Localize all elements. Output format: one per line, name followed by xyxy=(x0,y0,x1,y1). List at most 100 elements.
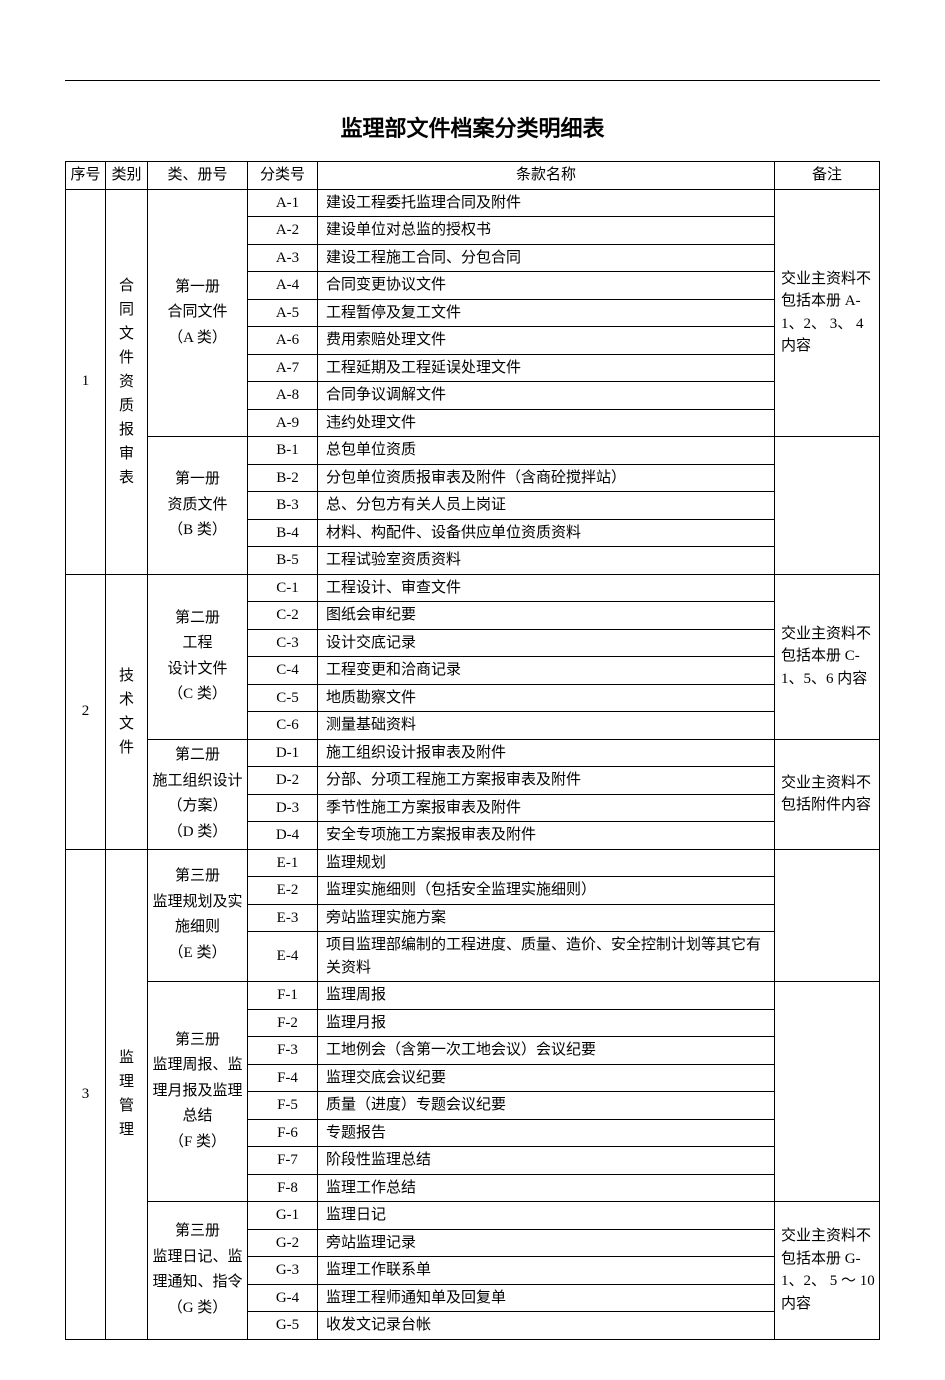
item-name-cell: 专题报告 xyxy=(318,1119,775,1147)
item-name-cell: 建设单位对总监的授权书 xyxy=(318,217,775,245)
code-cell: B-1 xyxy=(248,437,318,465)
code-cell: A-7 xyxy=(248,354,318,382)
code-cell: D-2 xyxy=(248,767,318,795)
item-name-cell: 项目监理部编制的工程进度、质量、造价、安全控制计划等其它有关资料 xyxy=(318,932,775,982)
volume-cell: 第三册监理日记、监理通知、指令（G 类） xyxy=(148,1202,248,1340)
item-name-cell: 工程暂停及复工文件 xyxy=(318,299,775,327)
item-name-cell: 建设工程委托监理合同及附件 xyxy=(318,189,775,217)
category-cell: 合同文件资质报审表 xyxy=(106,189,148,574)
item-name-cell: 工程设计、审查文件 xyxy=(318,574,775,602)
header-volume: 类、册号 xyxy=(148,162,248,190)
item-name-cell: 收发文记录台帐 xyxy=(318,1312,775,1340)
item-name-cell: 设计交底记录 xyxy=(318,629,775,657)
code-cell: D-1 xyxy=(248,739,318,767)
code-cell: C-2 xyxy=(248,602,318,630)
header-note: 备注 xyxy=(775,162,880,190)
code-cell: A-2 xyxy=(248,217,318,245)
volume-cell: 第三册监理规划及实施细则（E 类） xyxy=(148,849,248,982)
code-cell: A-6 xyxy=(248,327,318,355)
table-row: 2技术文件第二册工程设计文件（C 类）C-1工程设计、审查文件交业主资料不包括本… xyxy=(66,574,880,602)
item-name-cell: 测量基础资料 xyxy=(318,712,775,740)
item-name-cell: 工地例会（含第一次工地会议）会议纪要 xyxy=(318,1037,775,1065)
item-name-cell: 监理交底会议纪要 xyxy=(318,1064,775,1092)
volume-cell: 第一册合同文件（A 类） xyxy=(148,189,248,437)
item-name-cell: 合同争议调解文件 xyxy=(318,382,775,410)
code-cell: G-5 xyxy=(248,1312,318,1340)
item-name-cell: 旁站监理实施方案 xyxy=(318,904,775,932)
code-cell: B-3 xyxy=(248,492,318,520)
volume-cell: 第三册监理周报、监理月报及监理总结（F 类） xyxy=(148,982,248,1202)
code-cell: A-5 xyxy=(248,299,318,327)
header-name: 条款名称 xyxy=(318,162,775,190)
code-cell: F-3 xyxy=(248,1037,318,1065)
item-name-cell: 监理周报 xyxy=(318,982,775,1010)
code-cell: F-8 xyxy=(248,1174,318,1202)
category-cell: 技术文件 xyxy=(106,574,148,849)
header-category: 类别 xyxy=(106,162,148,190)
code-cell: G-2 xyxy=(248,1229,318,1257)
code-cell: A-3 xyxy=(248,244,318,272)
table-row: 第三册监理周报、监理月报及监理总结（F 类）F-1监理周报 xyxy=(66,982,880,1010)
note-cell: 交业主资料不包括附件内容 xyxy=(775,739,880,849)
code-cell: F-5 xyxy=(248,1092,318,1120)
item-name-cell: 阶段性监理总结 xyxy=(318,1147,775,1175)
code-cell: G-4 xyxy=(248,1284,318,1312)
item-name-cell: 分部、分项工程施工方案报审表及附件 xyxy=(318,767,775,795)
note-cell xyxy=(775,849,880,982)
item-name-cell: 合同变更协议文件 xyxy=(318,272,775,300)
code-cell: F-6 xyxy=(248,1119,318,1147)
code-cell: G-3 xyxy=(248,1257,318,1285)
item-name-cell: 总、分包方有关人员上岗证 xyxy=(318,492,775,520)
item-name-cell: 工程延期及工程延误处理文件 xyxy=(318,354,775,382)
item-name-cell: 监理工作联系单 xyxy=(318,1257,775,1285)
item-name-cell: 违约处理文件 xyxy=(318,409,775,437)
item-name-cell: 旁站监理记录 xyxy=(318,1229,775,1257)
item-name-cell: 监理日记 xyxy=(318,1202,775,1230)
item-name-cell: 建设工程施工合同、分包合同 xyxy=(318,244,775,272)
note-cell xyxy=(775,437,880,575)
code-cell: E-4 xyxy=(248,932,318,982)
code-cell: B-2 xyxy=(248,464,318,492)
seq-cell: 3 xyxy=(66,849,106,1339)
item-name-cell: 工程试验室资质资料 xyxy=(318,547,775,575)
code-cell: A-1 xyxy=(248,189,318,217)
item-name-cell: 质量（进度）专题会议纪要 xyxy=(318,1092,775,1120)
item-name-cell: 图纸会审纪要 xyxy=(318,602,775,630)
item-name-cell: 工程变更和洽商记录 xyxy=(318,657,775,685)
volume-cell: 第一册资质文件（B 类） xyxy=(148,437,248,575)
item-name-cell: 材料、构配件、设备供应单位资质资料 xyxy=(318,519,775,547)
item-name-cell: 监理工程师通知单及回复单 xyxy=(318,1284,775,1312)
item-name-cell: 分包单位资质报审表及附件（含商砼搅拌站） xyxy=(318,464,775,492)
code-cell: C-5 xyxy=(248,684,318,712)
item-name-cell: 监理实施细则（包括安全监理实施细则） xyxy=(318,877,775,905)
code-cell: C-3 xyxy=(248,629,318,657)
volume-cell: 第二册施工组织设计（方案）（D 类） xyxy=(148,739,248,849)
code-cell: F-7 xyxy=(248,1147,318,1175)
code-cell: B-4 xyxy=(248,519,318,547)
note-cell: 交业主资料不包括本册 A-1、2、 3、 4内容 xyxy=(775,189,880,437)
code-cell: G-1 xyxy=(248,1202,318,1230)
seq-cell: 1 xyxy=(66,189,106,574)
top-divider xyxy=(65,80,880,81)
table-row: 第三册监理日记、监理通知、指令（G 类）G-1监理日记交业主资料不包括本册 G-… xyxy=(66,1202,880,1230)
header-code: 分类号 xyxy=(248,162,318,190)
item-name-cell: 安全专项施工方案报审表及附件 xyxy=(318,822,775,850)
code-cell: C-1 xyxy=(248,574,318,602)
table-row: 第一册资质文件（B 类）B-1总包单位资质 xyxy=(66,437,880,465)
item-name-cell: 总包单位资质 xyxy=(318,437,775,465)
table-header-row: 序号 类别 类、册号 分类号 条款名称 备注 xyxy=(66,162,880,190)
code-cell: D-3 xyxy=(248,794,318,822)
classification-table: 序号 类别 类、册号 分类号 条款名称 备注 1合同文件资质报审表第一册合同文件… xyxy=(65,161,880,1340)
item-name-cell: 地质勘察文件 xyxy=(318,684,775,712)
code-cell: A-9 xyxy=(248,409,318,437)
table-row: 第二册施工组织设计（方案）（D 类）D-1施工组织设计报审表及附件交业主资料不包… xyxy=(66,739,880,767)
item-name-cell: 季节性施工方案报审表及附件 xyxy=(318,794,775,822)
item-name-cell: 费用索赔处理文件 xyxy=(318,327,775,355)
code-cell: B-5 xyxy=(248,547,318,575)
item-name-cell: 监理规划 xyxy=(318,849,775,877)
item-name-cell: 监理工作总结 xyxy=(318,1174,775,1202)
code-cell: E-1 xyxy=(248,849,318,877)
code-cell: F-2 xyxy=(248,1009,318,1037)
code-cell: C-4 xyxy=(248,657,318,685)
code-cell: A-8 xyxy=(248,382,318,410)
